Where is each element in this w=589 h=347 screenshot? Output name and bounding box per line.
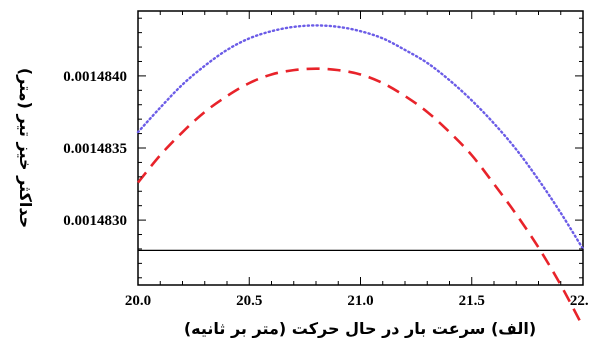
series-line-2 <box>136 67 585 328</box>
x-tick-label: 21.0 <box>347 293 373 309</box>
x-tick-label: 20.5 <box>236 293 262 309</box>
series-layer <box>136 24 585 328</box>
x-axis-title: (الف) سرعت بار در حال حرکت (متر بر ثانیه… <box>184 319 536 338</box>
y-tick-label: 0.0014840 <box>63 69 127 85</box>
ticks-layer: 20.0 20.5 21.0 21.5 22.0 0.0014830 0.0014835 0.… <box>63 11 589 309</box>
y-axis-title: حداکثر خیز تیر (متر) <box>16 68 35 228</box>
series-line-1 <box>136 24 585 251</box>
x-tick-label: 22.0 <box>570 293 589 309</box>
y-tick-label: 0.0014830 <box>63 213 127 229</box>
y-tick-label: 0.0014835 <box>63 141 127 157</box>
x-tick-label: 21.5 <box>459 293 485 309</box>
x-tick-label: 20.0 <box>125 293 151 309</box>
